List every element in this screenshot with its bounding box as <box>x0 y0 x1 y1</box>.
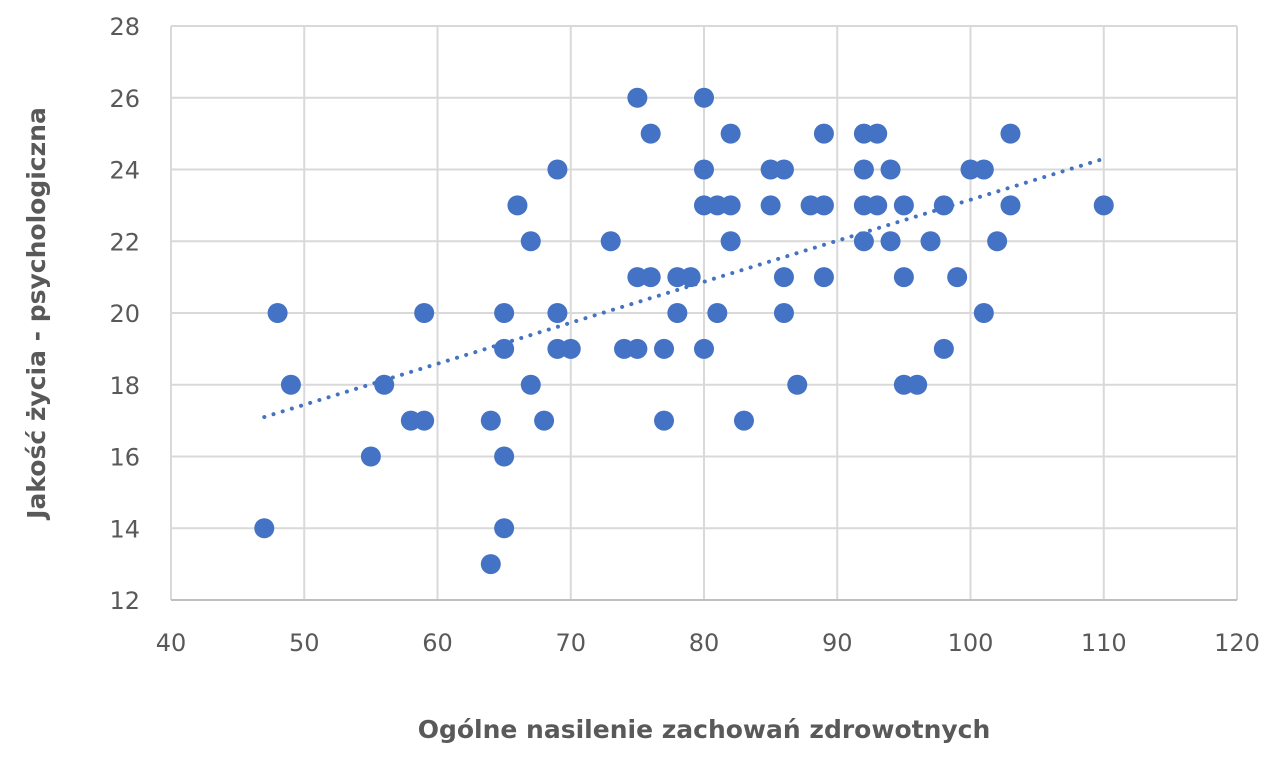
y-tick-label: 28 <box>109 13 140 41</box>
y-axis-title: Jakość życia - psychologiczna <box>22 107 51 521</box>
data-point <box>853 231 874 252</box>
data-point <box>947 267 968 288</box>
data-point <box>547 303 568 323</box>
data-point <box>787 374 808 395</box>
data-point <box>520 231 541 252</box>
data-point <box>494 338 515 359</box>
data-point <box>520 374 541 395</box>
data-point <box>480 554 501 575</box>
data-point <box>480 410 501 431</box>
data-point <box>773 303 794 323</box>
data-point <box>773 267 794 288</box>
data-point <box>893 267 914 288</box>
data-point <box>1093 195 1114 216</box>
data-point <box>907 374 928 395</box>
data-point <box>267 303 288 323</box>
data-point <box>773 159 794 180</box>
y-tick-label: 18 <box>109 372 140 400</box>
data-point <box>987 231 1008 252</box>
data-point <box>667 303 688 323</box>
y-axis-ticks: 12 14 16 18 20 22 24 26 28 <box>109 13 140 615</box>
data-point <box>534 410 555 431</box>
data-point <box>1000 123 1021 144</box>
data-point <box>867 123 888 144</box>
data-point <box>654 410 675 431</box>
data-point <box>694 338 714 359</box>
data-point <box>733 410 754 431</box>
data-point <box>640 267 661 288</box>
data-point <box>560 338 581 359</box>
data-point <box>813 267 834 288</box>
x-tick-label: 120 <box>1214 629 1260 657</box>
data-point <box>694 159 714 180</box>
data-point <box>933 338 954 359</box>
data-point <box>507 195 528 216</box>
y-tick-label: 22 <box>109 228 140 256</box>
x-axis-ticks: 40 50 60 70 80 90 100 110 120 <box>156 629 1260 657</box>
y-tick-label: 16 <box>109 444 140 472</box>
data-point <box>254 518 275 539</box>
data-point <box>547 159 568 180</box>
x-tick-label: 50 <box>289 629 320 657</box>
data-point <box>880 231 901 252</box>
x-tick-label: 90 <box>822 629 853 657</box>
data-point <box>627 338 648 359</box>
data-point <box>600 231 621 252</box>
data-point <box>813 195 834 216</box>
data-point <box>374 374 395 395</box>
y-tick-label: 24 <box>109 157 140 185</box>
data-point <box>494 446 515 467</box>
y-tick-label: 14 <box>109 515 140 543</box>
data-point <box>893 195 914 216</box>
data-point <box>1000 195 1021 216</box>
y-tick-label: 12 <box>109 587 140 615</box>
x-axis-title: Ogólne nasilenie zachowań zdrowotnych <box>418 715 991 744</box>
data-point <box>813 123 834 144</box>
data-point <box>880 159 901 180</box>
data-point <box>494 303 515 323</box>
data-point <box>694 87 714 108</box>
data-point <box>760 195 781 216</box>
data-point <box>360 446 381 467</box>
data-point <box>707 303 728 323</box>
data-point <box>920 231 941 252</box>
data-point <box>867 195 888 216</box>
data-point <box>414 410 435 431</box>
x-tick-label: 80 <box>689 629 720 657</box>
x-tick-label: 110 <box>1081 629 1127 657</box>
x-tick-label: 60 <box>422 629 453 657</box>
data-point <box>414 303 435 323</box>
data-point <box>640 123 661 144</box>
y-tick-label: 20 <box>109 300 140 328</box>
x-tick-label: 70 <box>555 629 586 657</box>
data-point <box>973 303 994 323</box>
y-tick-label: 26 <box>109 85 140 113</box>
x-tick-label: 100 <box>948 629 994 657</box>
data-point <box>720 123 741 144</box>
data-point <box>680 267 701 288</box>
data-point <box>720 195 741 216</box>
data-point <box>654 338 675 359</box>
data-point <box>627 87 648 108</box>
data-point <box>973 159 994 180</box>
data-point <box>280 374 301 395</box>
data-points <box>254 87 1114 575</box>
data-point <box>720 231 741 252</box>
data-point <box>853 159 874 180</box>
gridlines <box>170 25 1238 601</box>
x-tick-label: 40 <box>156 629 187 657</box>
data-point <box>494 518 515 539</box>
data-point <box>933 195 954 216</box>
